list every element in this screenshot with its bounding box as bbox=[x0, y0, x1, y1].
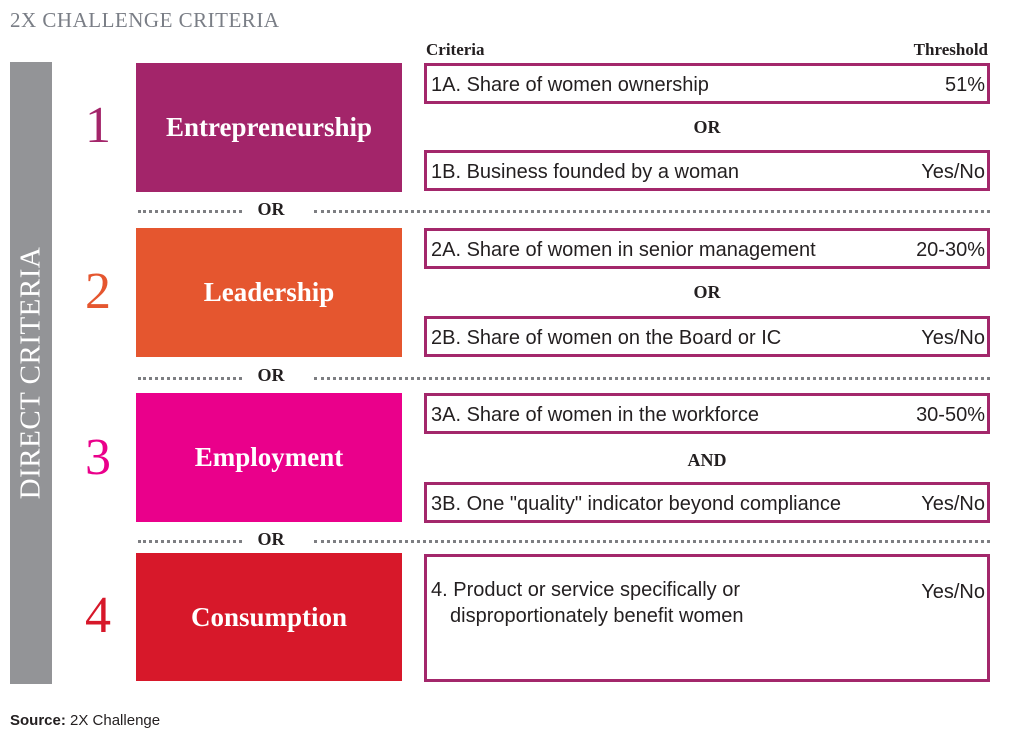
dotted-divider bbox=[138, 377, 242, 380]
source-note: Source: 2X Challenge bbox=[10, 712, 160, 729]
page-title: 2X CHALLENGE CRITERIA bbox=[10, 8, 280, 32]
direct-criteria-label: DIRECT CRITERIA bbox=[14, 246, 47, 500]
direct-criteria-bar: DIRECT CRITERIA bbox=[10, 62, 52, 684]
criterion-threshold: Yes/No bbox=[921, 493, 985, 515]
criterion-text: 3A. Share of women in the workforce bbox=[431, 404, 759, 426]
separator-or-2: OR bbox=[257, 365, 285, 385]
criterion-4: 4. Product or service specifically or di… bbox=[424, 554, 990, 682]
criterion-text: 2B. Share of women on the Board or IC bbox=[431, 327, 782, 349]
separator-or-1: OR bbox=[257, 199, 285, 219]
criterion-threshold: Yes/No bbox=[921, 161, 985, 183]
criterion-threshold: 30-50% bbox=[916, 404, 985, 426]
criterion-text: 4. Product or service specifically or di… bbox=[427, 557, 744, 629]
connector-and: AND bbox=[687, 450, 727, 470]
category-number-4: 4 bbox=[85, 587, 111, 644]
criteria-header: Criteria bbox=[426, 40, 485, 59]
criterion-text: 1A. Share of women ownership bbox=[431, 74, 709, 96]
threshold-header: Threshold bbox=[913, 40, 988, 59]
category-consumption: Consumption bbox=[136, 553, 402, 681]
connector-or-2: OR bbox=[693, 282, 721, 302]
category-leadership: Leadership bbox=[136, 228, 402, 357]
criterion-text: 1B. Business founded by a woman bbox=[431, 161, 739, 183]
criterion-1b: 1B. Business founded by a woman Yes/No bbox=[424, 150, 990, 191]
criterion-threshold: 20-30% bbox=[916, 239, 985, 261]
category-number-2: 2 bbox=[85, 263, 111, 320]
criterion-text-line2: disproportionately benefit women bbox=[450, 605, 744, 627]
criterion-3b: 3B. One "quality" indicator beyond compl… bbox=[424, 482, 990, 523]
criterion-2a: 2A. Share of women in senior management … bbox=[424, 228, 990, 269]
separator-or-3: OR bbox=[257, 529, 285, 549]
category-employment: Employment bbox=[136, 393, 402, 522]
criterion-threshold: 51% bbox=[944, 74, 985, 96]
dotted-divider bbox=[314, 210, 990, 213]
dotted-divider bbox=[314, 540, 990, 543]
criterion-1a: 1A. Share of women ownership 51% bbox=[424, 63, 990, 104]
criterion-3a: 3A. Share of women in the workforce 30-5… bbox=[424, 393, 990, 434]
category-number-3: 3 bbox=[85, 429, 111, 486]
source-label: Source: bbox=[10, 712, 66, 729]
criterion-text: 2A. Share of women in senior management bbox=[431, 239, 816, 261]
criterion-threshold: Yes/No bbox=[921, 327, 985, 349]
criterion-2b: 2B. Share of women on the Board or IC Ye… bbox=[424, 316, 990, 357]
connector-or-1: OR bbox=[693, 117, 721, 137]
source-value: 2X Challenge bbox=[65, 712, 161, 729]
dotted-divider bbox=[138, 210, 242, 213]
category-number-1: 1 bbox=[85, 97, 111, 154]
criterion-text-line1: 4. Product or service specifically or bbox=[431, 579, 741, 601]
dotted-divider bbox=[138, 540, 242, 543]
criterion-threshold: Yes/No bbox=[921, 581, 985, 603]
category-entrepreneurship: Entrepreneurship bbox=[136, 63, 402, 192]
criterion-text: 3B. One "quality" indicator beyond compl… bbox=[431, 493, 841, 515]
dotted-divider bbox=[314, 377, 990, 380]
